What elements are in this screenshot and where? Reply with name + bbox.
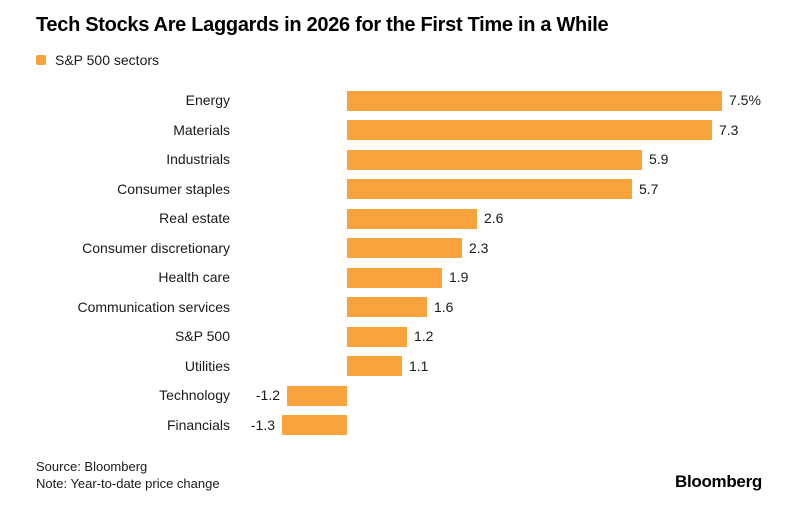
legend-swatch-icon xyxy=(36,55,46,65)
bar xyxy=(347,297,427,318)
bar xyxy=(347,356,402,377)
category-label: Consumer discretionary xyxy=(82,239,230,256)
chart-title: Tech Stocks Are Laggards in 2026 for the… xyxy=(36,14,609,36)
bar xyxy=(347,267,442,288)
chart-row: Materials 7.3 xyxy=(36,116,800,146)
bar-chart: Energy 7.5% Materials 7.3 Industrials 5.9 Cons… xyxy=(0,86,800,440)
chart-row: Energy 7.5% xyxy=(36,86,800,116)
bloomberg-logo: Bloomberg xyxy=(674,472,762,491)
bar xyxy=(347,120,712,141)
value-label: 5.7 xyxy=(639,180,659,197)
footer-notes: Source: Bloomberg Note: Year-to-date pri… xyxy=(36,458,220,492)
bar xyxy=(282,415,347,436)
bar xyxy=(347,90,722,111)
category-label: Industrials xyxy=(166,151,230,167)
category-label: Technology xyxy=(159,387,230,403)
row-plot: 7.5% xyxy=(230,86,800,116)
value-label: 7.5% xyxy=(729,92,761,108)
chart-row: Consumer discretionary 2.3 xyxy=(36,234,800,264)
bar xyxy=(347,326,407,347)
value-label: 7.3 xyxy=(719,121,739,138)
value-label: 1.2 xyxy=(414,328,434,344)
category-label: Communication services xyxy=(77,298,231,315)
row-plot: 1.9 xyxy=(230,263,800,293)
value-label: 1.9 xyxy=(449,269,469,285)
legend-label: S&P 500 sectors xyxy=(55,52,160,68)
legend: S&P 500 sectors xyxy=(36,52,764,68)
category-label: Materials xyxy=(173,121,230,138)
chart-row: Consumer staples 5.7 xyxy=(36,175,800,205)
chart-row: Financials -1.3 xyxy=(36,411,800,441)
category-label: Consumer staples xyxy=(117,180,230,197)
row-plot: 1.1 xyxy=(230,352,800,382)
row-plot: 2.6 xyxy=(230,204,800,234)
row-plot: 1.2 xyxy=(230,322,800,352)
row-plot: 2.3 xyxy=(230,234,800,264)
value-label: -1.2 xyxy=(255,387,280,403)
value-label: 2.3 xyxy=(469,239,489,256)
row-plot: 7.3 xyxy=(230,116,800,146)
category-label: S&P 500 xyxy=(174,328,230,344)
chart-row: Technology -1.2 xyxy=(36,381,800,411)
category-label: Financials xyxy=(166,416,230,433)
category-label: Energy xyxy=(185,92,230,108)
value-label: 2.6 xyxy=(484,210,504,226)
value-label: 1.1 xyxy=(409,357,429,374)
row-plot: -1.3 xyxy=(230,411,800,441)
value-label: 5.9 xyxy=(649,151,669,167)
chart-row: Real estate 2.6 xyxy=(36,204,800,234)
row-plot: -1.2 xyxy=(230,381,800,411)
bar xyxy=(287,385,347,406)
chart-row: Health care 1.9 xyxy=(36,263,800,293)
row-plot: 5.9 xyxy=(230,145,800,175)
bar xyxy=(347,179,632,200)
category-label: Real estate xyxy=(159,210,230,226)
row-plot: 1.6 xyxy=(230,293,800,323)
chart-row: Industrials 5.9 xyxy=(36,145,800,175)
category-label: Utilities xyxy=(184,357,230,374)
value-label: 1.6 xyxy=(434,298,454,315)
chart-row: S&P 500 1.2 xyxy=(36,322,800,352)
source-note: Source: Bloomberg xyxy=(36,459,148,474)
bar xyxy=(347,208,477,229)
value-label: -1.3 xyxy=(250,416,275,433)
bar xyxy=(347,149,642,170)
footer: Source: Bloomberg Note: Year-to-date pri… xyxy=(0,458,800,492)
category-label: Health care xyxy=(158,269,230,285)
chart-row: Utilities 1.1 xyxy=(36,352,800,382)
chart-note: Note: Year-to-date price change xyxy=(36,476,220,491)
row-plot: 5.7 xyxy=(230,175,800,205)
bar xyxy=(347,238,462,259)
chart-row: Communication services 1.6 xyxy=(36,293,800,323)
